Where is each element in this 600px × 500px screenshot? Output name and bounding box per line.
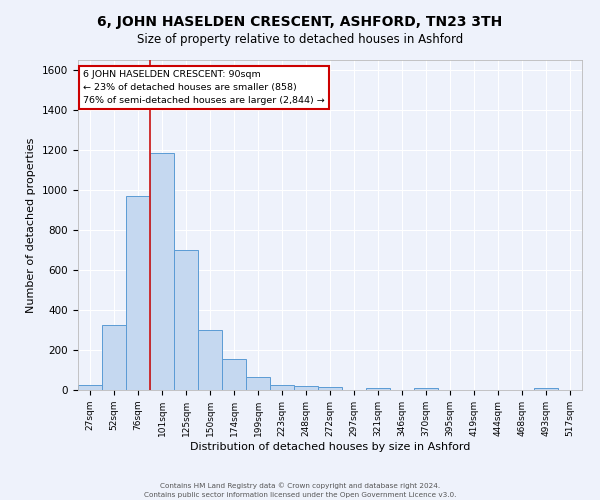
Bar [102,325,126,390]
X-axis label: Distribution of detached houses by size in Ashford: Distribution of detached houses by size … [190,442,470,452]
Bar [294,386,318,390]
Text: Size of property relative to detached houses in Ashford: Size of property relative to detached ho… [137,32,463,46]
Y-axis label: Number of detached properties: Number of detached properties [26,138,37,312]
Text: 6 JOHN HASELDEN CRESCENT: 90sqm
← 23% of detached houses are smaller (858)
76% o: 6 JOHN HASELDEN CRESCENT: 90sqm ← 23% of… [83,70,325,106]
Bar [534,388,558,390]
Text: 6, JOHN HASELDEN CRESCENT, ASHFORD, TN23 3TH: 6, JOHN HASELDEN CRESCENT, ASHFORD, TN23… [97,15,503,29]
Bar [174,250,198,390]
Bar [150,153,174,390]
Bar [318,388,342,390]
Bar [414,388,438,390]
Bar [270,384,294,390]
Bar [366,388,390,390]
Bar [126,196,150,390]
Text: Contains HM Land Registry data © Crown copyright and database right 2024.
Contai: Contains HM Land Registry data © Crown c… [144,482,456,498]
Bar [246,377,270,390]
Bar [78,385,102,390]
Bar [222,359,246,390]
Bar [198,330,222,390]
